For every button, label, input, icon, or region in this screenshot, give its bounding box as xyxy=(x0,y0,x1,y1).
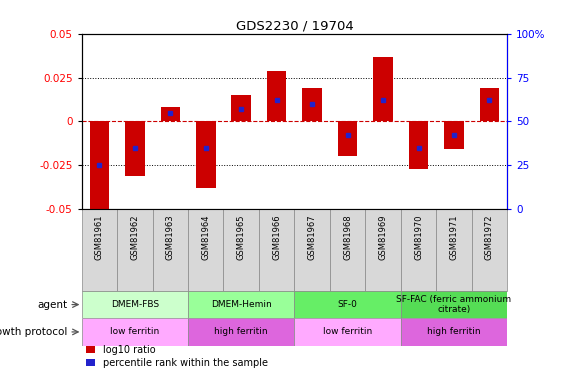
Bar xyxy=(472,209,507,291)
Bar xyxy=(196,121,216,188)
Bar xyxy=(338,121,357,156)
Bar xyxy=(160,107,180,121)
Text: high ferritin: high ferritin xyxy=(215,327,268,336)
Text: GSM81968: GSM81968 xyxy=(343,214,352,260)
Bar xyxy=(373,57,393,121)
Bar xyxy=(401,209,436,291)
Text: GSM81965: GSM81965 xyxy=(237,214,245,260)
Bar xyxy=(223,209,259,291)
Bar xyxy=(82,291,188,318)
Bar xyxy=(294,318,401,346)
Text: low ferritin: low ferritin xyxy=(110,327,159,336)
Title: GDS2230 / 19704: GDS2230 / 19704 xyxy=(236,20,353,33)
Text: agent: agent xyxy=(37,300,68,310)
Bar xyxy=(188,291,294,318)
Bar xyxy=(231,95,251,121)
Bar xyxy=(188,318,294,346)
Bar xyxy=(401,318,507,346)
Text: SF-FAC (ferric ammonium
citrate): SF-FAC (ferric ammonium citrate) xyxy=(396,295,511,314)
Bar xyxy=(82,318,188,346)
Text: GSM81970: GSM81970 xyxy=(414,214,423,260)
Text: GSM81964: GSM81964 xyxy=(201,214,210,260)
Text: GSM81971: GSM81971 xyxy=(449,214,458,260)
Text: low ferritin: low ferritin xyxy=(323,327,372,336)
Text: GSM81969: GSM81969 xyxy=(378,214,388,260)
Bar xyxy=(90,121,109,209)
Text: DMEM-FBS: DMEM-FBS xyxy=(111,300,159,309)
Text: SF-0: SF-0 xyxy=(338,300,357,309)
Bar xyxy=(303,88,322,121)
Bar xyxy=(480,88,499,121)
Bar xyxy=(153,209,188,291)
Bar xyxy=(294,291,401,318)
Text: growth protocol: growth protocol xyxy=(0,327,68,337)
Text: GSM81963: GSM81963 xyxy=(166,214,175,260)
Text: GSM81962: GSM81962 xyxy=(131,214,139,260)
Text: high ferritin: high ferritin xyxy=(427,327,481,336)
Bar xyxy=(117,209,153,291)
Bar xyxy=(259,209,294,291)
Bar xyxy=(409,121,429,169)
Bar xyxy=(294,209,330,291)
Text: GSM81967: GSM81967 xyxy=(308,214,317,260)
Text: GSM81966: GSM81966 xyxy=(272,214,281,260)
Bar xyxy=(366,209,401,291)
Legend: log10 ratio, percentile rank within the sample: log10 ratio, percentile rank within the … xyxy=(86,345,268,368)
Text: GSM81961: GSM81961 xyxy=(95,214,104,260)
Bar xyxy=(267,70,286,121)
Bar xyxy=(444,121,463,149)
Text: GSM81972: GSM81972 xyxy=(485,214,494,260)
Bar xyxy=(436,209,472,291)
Bar xyxy=(330,209,366,291)
Bar xyxy=(82,209,117,291)
Text: DMEM-Hemin: DMEM-Hemin xyxy=(211,300,272,309)
Bar xyxy=(401,291,507,318)
Bar xyxy=(188,209,223,291)
Bar xyxy=(125,121,145,176)
